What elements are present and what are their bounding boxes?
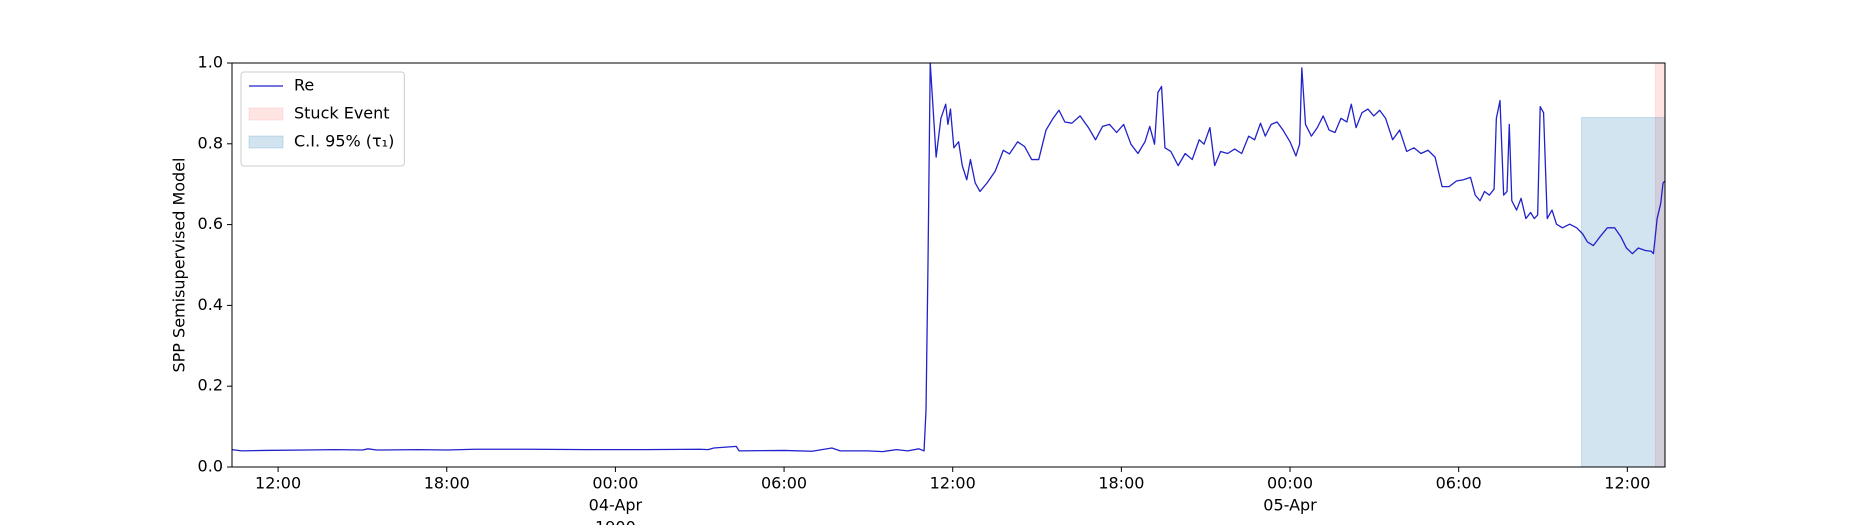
x-tick-label: 12:00 (930, 474, 976, 493)
y-tick-label: 0.6 (198, 214, 223, 233)
legend-label: Stuck Event (294, 104, 390, 123)
x-tick-label: 12:00 (1604, 474, 1650, 493)
y-axis-label: SPP Semisupervised Model (170, 158, 189, 373)
x-tick-label: 04-Apr (589, 496, 643, 515)
x-tick-label: 00:00 (1267, 474, 1313, 493)
shaded-span (1581, 117, 1666, 468)
x-tick-label: 05-Apr (1263, 496, 1317, 515)
legend-label: C.I. 95% (τ₁) (294, 132, 394, 151)
x-tick-label: 12:00 (255, 474, 301, 493)
plot-frame (231, 62, 1666, 468)
legend-patch (248, 107, 284, 121)
y-tick-label: 0.2 (198, 376, 223, 395)
legend-label: Re (294, 76, 314, 95)
x-tick-label: 1900 (595, 518, 636, 525)
legend-patch (248, 135, 284, 149)
y-tick-label: 1.0 (198, 53, 223, 72)
x-tick-label: 06:00 (761, 474, 807, 493)
x-tick-label: 18:00 (1098, 474, 1144, 493)
y-tick-label: 0.0 (198, 457, 223, 476)
y-tick-label: 0.8 (198, 133, 223, 152)
x-tick-label: 18:00 (424, 474, 470, 493)
data-line (231, 62, 1666, 453)
y-tick-label: 0.4 (198, 295, 223, 314)
legend: Re Stuck Event C.I. 95% (τ₁) (240, 71, 405, 167)
x-tick-label: 00:00 (592, 474, 638, 493)
x-tick-label: 06:00 (1436, 474, 1482, 493)
legend-box (240, 71, 405, 167)
